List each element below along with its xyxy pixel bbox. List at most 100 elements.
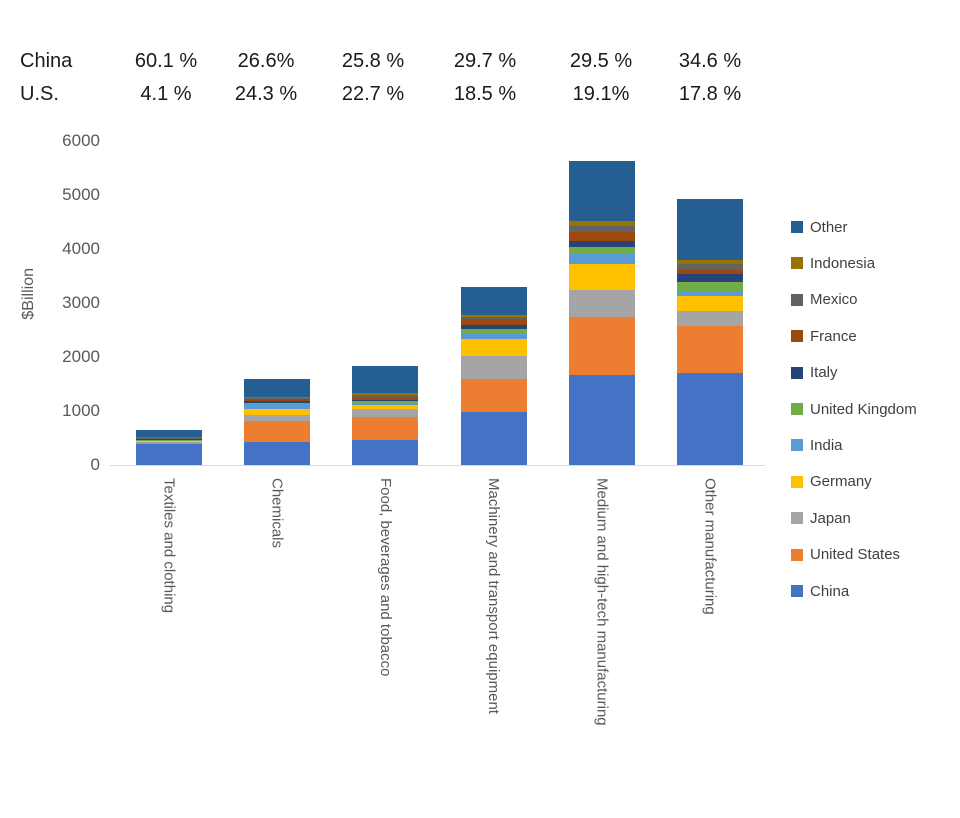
legend-swatch-italy [791,366,803,379]
bar-segment-indonesia [677,259,743,265]
bar-segment-indonesia [460,314,527,318]
legend-swatch-germany [791,475,803,488]
bar-segment-united-states [136,442,202,444]
y-tick-label: 1000 [62,401,100,420]
bar-segment-mexico [677,264,743,270]
bar-segment-china [352,439,419,465]
legend-swatch-japan [791,512,803,525]
bar-segment-indonesia [136,437,202,438]
bar-segment-china [460,412,527,465]
bar-segment-japan [136,441,202,443]
x-category-label: Textiles and clothing [160,478,178,614]
bar-segment-italy [244,401,311,403]
legend-item-united-states: United States [791,544,900,566]
bar-segment-indonesia [568,221,635,226]
legend-swatch-china [791,585,803,597]
legend-swatch-indonesia [791,257,803,270]
legend-label: China [810,582,850,600]
y-tick-label: 4000 [62,239,100,258]
bar-segment-germany [677,296,743,312]
bar-segment-india [460,334,527,339]
annotation-value-us: 17.8 % [678,83,742,105]
bar-segment-india [352,403,419,406]
bar-segment-france [244,398,311,401]
annotation-value-china: 29.7 % [453,50,517,72]
x-category-label: Chemicals [268,478,286,549]
bar-segment-japan [352,409,419,418]
bar-segment-italy [568,241,635,248]
bar-segment-united-kingdom [352,401,419,404]
bar-segment-france [460,319,527,326]
bar-segment-united-states [568,317,635,376]
legend-swatch-united-kingdom [791,403,803,415]
legend-swatch-united-states [791,548,803,561]
y-tick-label: 3000 [62,293,100,312]
legend-item-india: India [791,434,843,456]
legend-item-other: Other [791,216,848,238]
legend-item-indonesia: Indonesia [791,252,875,274]
bar-segment-united-kingdom [677,282,743,291]
annotation-value-china: 29.5 % [569,50,633,72]
bar-segment-india [568,253,635,264]
bar-segment-mexico [568,225,635,233]
annotation-value-us: 4.1 % [140,83,192,105]
annotation-value-china: 60.1 % [134,50,198,72]
bar-segment-other [677,198,743,260]
bar-segment-india [244,403,311,409]
bar-segment-other [136,429,202,438]
legend-label: Mexico [810,291,858,309]
legend-swatch-france [791,330,803,343]
legend-label: France [810,327,857,345]
annotation-row-label-china: China [20,50,73,72]
bar-segment-united-states [244,420,311,442]
x-category-label: Medium and high-tech manufacturing [593,478,611,726]
x-category-label: Other manufacturing [701,478,719,615]
legend-label: Italy [810,364,838,382]
annotation-value-us: 18.5 % [453,83,517,105]
bar-segment-china [568,375,635,465]
bar-segment-united-kingdom [568,247,635,254]
legend-swatch-other [791,221,803,233]
y-tick-label: 0 [90,455,100,474]
bar-segment-indonesia [244,396,311,398]
bar-segment-germany [352,405,419,409]
bar-segment-italy [460,325,527,330]
bar-segment-mexico [460,317,527,320]
bar-segment-china [136,443,202,465]
y-tick-label: 6000 [62,131,100,150]
legend-label: Indonesia [810,254,876,272]
annotation-row-label-us: U.S. [20,83,59,105]
legend-label: Japan [810,509,851,527]
bar-segment-japan [677,311,743,326]
bar-segment-germany [568,263,635,290]
bar-segment-japan [460,356,527,380]
bar-segment-china [677,372,743,465]
legend-label: United Kingdom [810,400,917,418]
legend-item-germany: Germany [791,471,872,493]
legend-item-japan: Japan [791,507,851,529]
legend-swatch-india [791,439,803,452]
bar-segment-other [352,366,419,393]
y-axis-title: $Billion [20,268,37,320]
x-category-label: Food, beverages and tobacco [376,478,394,677]
y-tick-label: 2000 [62,347,100,366]
y-tick-label: 5000 [62,185,100,204]
legend-item-united-kingdom: United Kingdom [791,398,917,420]
legend-swatch-mexico [791,293,803,306]
legend-item-italy: Italy [791,362,838,384]
bar-segment-indonesia [352,392,419,396]
bar-segment-other [244,378,311,397]
bar-segment-other [568,161,635,221]
legend-label: India [810,436,843,454]
legend-item-mexico: Mexico [791,289,858,311]
bar-segment-india [677,290,743,297]
bar-segment-france [677,269,743,275]
legend-item-france: France [791,325,857,347]
bar-segment-united-kingdom [460,329,527,335]
bar-segment-other [460,286,527,315]
bar-segment-france [568,232,635,241]
bar-segment-mexico [244,397,311,399]
annotation-value-us: 22.7 % [341,83,405,105]
bar-segment-germany [244,408,311,415]
